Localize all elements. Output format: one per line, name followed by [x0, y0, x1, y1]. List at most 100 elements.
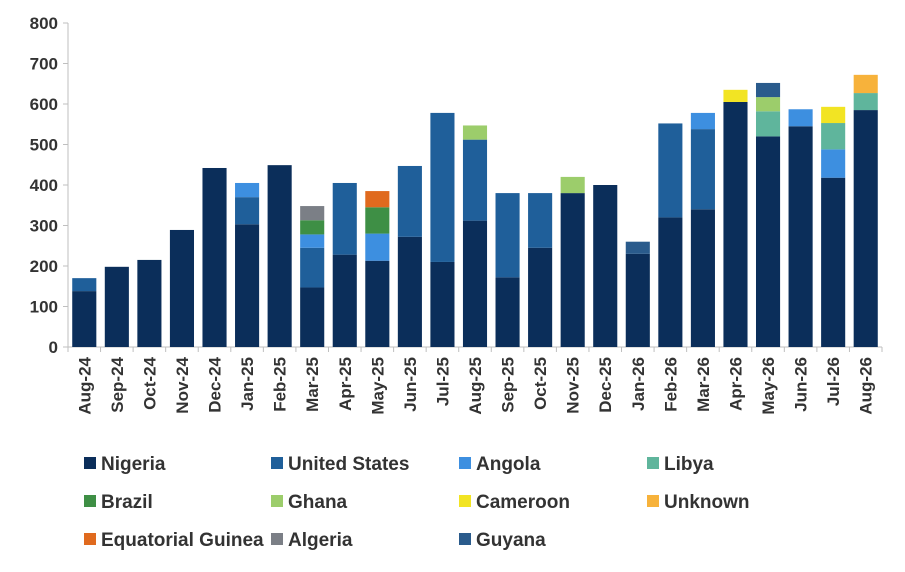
- x-tick-label: Mar-25: [303, 357, 322, 412]
- x-tick-label: Jun-26: [792, 357, 811, 412]
- bar-angola-jun-26: [788, 109, 813, 127]
- bar-nigeria-jul-25: [430, 261, 455, 347]
- y-axis: 0 100 200 300 400 500 600 700 800: [30, 14, 69, 357]
- x-tick-label: May-25: [368, 357, 387, 415]
- legend-item-nigeria: Nigeria: [84, 454, 166, 475]
- x-tick-label: Aug-24: [75, 356, 94, 414]
- bar-ghana-nov-25: [560, 176, 585, 194]
- legend-label: Unknown: [664, 492, 750, 513]
- x-tick-label: Jul-25: [433, 357, 452, 406]
- bar-nigeria-nov-24: [169, 229, 195, 347]
- bar-nigeria-apr-26: [723, 101, 748, 347]
- bar-united-states-jun-25: [397, 165, 422, 237]
- legend-item-guyana: Guyana: [459, 530, 546, 551]
- y-tick-label: 500: [30, 136, 58, 155]
- legend-swatch: [271, 533, 283, 545]
- legend-label: Equatorial Guinea: [101, 530, 264, 551]
- x-tick-label: Mar-26: [694, 357, 713, 412]
- x-tick-label: Apr-26: [726, 357, 745, 411]
- bar-angola-jul-26: [821, 149, 846, 178]
- bar-nigeria-oct-25: [528, 247, 553, 347]
- bar-nigeria-sep-25: [495, 277, 520, 347]
- y-tick-label: 800: [30, 14, 58, 33]
- bar-libya-aug-26: [853, 93, 878, 111]
- y-tick-label: 200: [30, 257, 58, 276]
- legend-label: Brazil: [101, 492, 153, 513]
- legend-swatch: [271, 495, 283, 507]
- legend-swatch: [647, 457, 659, 469]
- bar-algeria-mar-25: [300, 206, 325, 221]
- bar-united-states-aug-24: [72, 278, 97, 292]
- bar-unknown-aug-26: [853, 74, 878, 94]
- bar-nigeria-apr-25: [332, 254, 357, 347]
- bar-nigeria-aug-25: [462, 220, 488, 347]
- x-axis: Aug-24 Sep-24 Oct-24 Nov-24 Dec-24 Jan-25 Feb-…: [67, 346, 883, 415]
- legend-label: Nigeria: [101, 454, 166, 475]
- y-tick-label: 600: [30, 95, 58, 114]
- x-tick-label: Oct-24: [140, 356, 159, 409]
- legend-label: Ghana: [288, 492, 348, 513]
- legend-swatch: [459, 457, 471, 469]
- bar-ghana-may-26: [755, 97, 781, 112]
- legend-swatch: [84, 457, 96, 469]
- bar-cameroon-apr-26: [723, 89, 748, 102]
- bar-nigeria-may-26: [755, 136, 781, 347]
- x-tick-label: Sep-25: [499, 357, 518, 413]
- bar-guyana-may-26: [755, 82, 781, 98]
- x-tick-label: Jun-25: [401, 357, 420, 412]
- legend-swatch: [271, 457, 283, 469]
- bar-nigeria-may-25: [365, 260, 390, 347]
- x-tick-label: Jan-25: [238, 357, 257, 411]
- x-tick-label: Dec-24: [206, 356, 225, 412]
- bar-libya-jul-26: [821, 123, 846, 150]
- bar-united-states-jul-25: [430, 112, 455, 262]
- bar-ghana-aug-25: [462, 125, 488, 140]
- x-tick-label: Feb-26: [661, 357, 680, 412]
- bar-nigeria-jun-25: [397, 236, 422, 347]
- legend-label: Algeria: [288, 530, 353, 551]
- bars: [72, 74, 878, 348]
- legend-swatch: [84, 495, 96, 507]
- bar-united-states-feb-26: [658, 123, 683, 218]
- bar-united-states-mar-25: [300, 247, 325, 288]
- legend-label: Libya: [664, 454, 714, 475]
- bar-united-states-mar-26: [690, 129, 715, 210]
- bar-nigeria-mar-26: [690, 209, 715, 347]
- bar-nigeria-dec-24: [202, 167, 227, 347]
- x-tick-label: Feb-25: [271, 357, 290, 412]
- legend-item-cameroon: Cameroon: [459, 492, 570, 513]
- bar-nigeria-dec-25: [593, 185, 618, 347]
- x-tick-label: Apr-25: [336, 357, 355, 411]
- legend-item-brazil: Brazil: [84, 492, 153, 513]
- legend-label: Cameroon: [476, 492, 570, 513]
- bar-united-states-apr-25: [332, 182, 357, 255]
- bar-united-states-sep-25: [495, 193, 520, 278]
- legend-item-united-states: United States: [271, 454, 409, 475]
- x-tick-label: Aug-26: [857, 357, 876, 415]
- legend-label: United States: [288, 454, 409, 475]
- legend-item-libya: Libya: [647, 454, 714, 475]
- legend-swatch: [647, 495, 659, 507]
- bar-nigeria-jan-26: [625, 253, 650, 347]
- x-tick-label: Oct-25: [531, 357, 550, 410]
- y-tick-label: 100: [30, 298, 58, 317]
- bar-nigeria-feb-25: [267, 165, 292, 347]
- bar-brazil-may-25: [365, 207, 390, 234]
- x-tick-label: Jul-26: [824, 357, 843, 406]
- bar-guyana-jan-26: [625, 241, 650, 254]
- bar-united-states-jan-25: [235, 197, 260, 225]
- bar-cameroon-jul-26: [821, 106, 846, 124]
- bar-angola-may-25: [365, 233, 390, 261]
- y-tick-label: 700: [30, 55, 58, 74]
- bar-nigeria-aug-26: [853, 110, 878, 347]
- bar-equatorial-guinea-may-25: [365, 191, 390, 208]
- x-tick-label: Nov-24: [173, 356, 192, 413]
- bar-brazil-mar-25: [300, 220, 325, 235]
- legend-label: Angola: [476, 454, 541, 475]
- legend-item-angola: Angola: [459, 454, 541, 475]
- y-tick-label: 0: [49, 338, 58, 357]
- x-tick-label: May-26: [759, 357, 778, 415]
- bar-nigeria-feb-26: [658, 217, 683, 347]
